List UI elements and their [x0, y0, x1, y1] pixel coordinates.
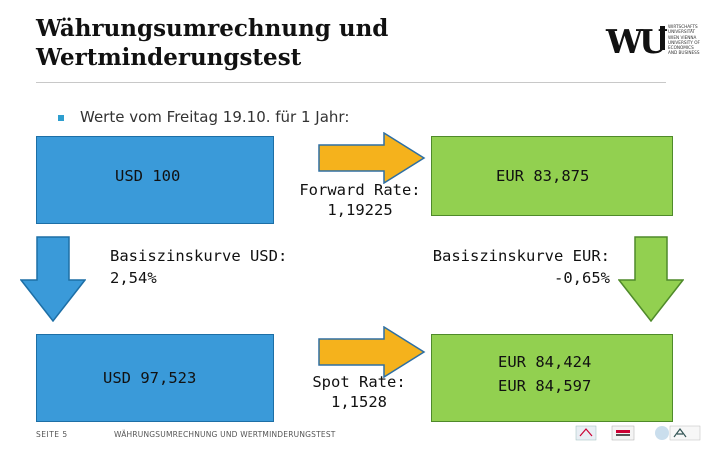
- wu-logo-bar: [660, 26, 665, 50]
- intro-bullet-text: Werte vom Freitag 19.10. für 1 Jahr:: [80, 108, 350, 126]
- forward-arrow-icon: [318, 132, 426, 184]
- spot-arrow-icon: [318, 326, 426, 378]
- forward-rate-label: Forward Rate:: [299, 181, 421, 199]
- usd-start-value: USD 100: [115, 167, 181, 185]
- bullet-marker-icon: [58, 115, 64, 121]
- eur-forward-box: EUR 83,875: [431, 136, 673, 216]
- spot-rate-label: Spot Rate:: [312, 373, 406, 391]
- spot-rate-value: 1,1528: [331, 393, 387, 411]
- wu-logo-text: WIRTSCHAFTS UNIVERSITÄT WIEN VIENNA UNIV…: [668, 24, 700, 56]
- usd-start-box: USD 100: [36, 136, 274, 224]
- usd-discounted-value: USD 97,523: [103, 369, 197, 387]
- eur-down-arrow-icon: [618, 236, 684, 322]
- eur-yield-curve-value: -0,65%: [554, 269, 610, 287]
- partner-logos-icon: [575, 425, 701, 441]
- title-divider: [36, 82, 666, 83]
- eur-forward-value: EUR 83,875: [496, 167, 590, 185]
- usd-yield-curve-value: 2,54%: [110, 269, 157, 287]
- eur-yield-curve-label: Basiszinskurve EUR:: [432, 247, 610, 265]
- eur-spot-value-1: EUR 84,424: [498, 353, 592, 371]
- usd-yield-curve: Basiszinskurve USD: 2,54%: [110, 245, 287, 289]
- spot-rate: Spot Rate: 1,1528: [296, 372, 422, 412]
- usd-down-arrow-icon: [20, 236, 86, 322]
- footer-title: WÄHRUNGSUMRECHNUNG UND WERTMINDERUNGSTES…: [114, 430, 336, 439]
- eur-spot-value-2: EUR 84,597: [498, 377, 592, 395]
- wu-logo-mark: WU: [606, 22, 668, 61]
- eur-spot-box: EUR 84,424 EUR 84,597: [431, 334, 673, 422]
- title-line-2: Wertminderungstest: [36, 44, 302, 71]
- forward-rate-value: 1,19225: [327, 201, 393, 219]
- footer-page-number: SEITE 5: [36, 430, 68, 439]
- eur-yield-curve: Basiszinskurve EUR: -0,65%: [420, 245, 610, 289]
- usd-discounted-box: USD 97,523: [36, 334, 274, 422]
- page-title: Währungsumrechnung und Wertminderungstes…: [36, 14, 556, 72]
- title-line-1: Währungsumrechnung und: [36, 15, 389, 42]
- wu-logo: WU WIRTSCHAFTS UNIVERSITÄT WIEN VIENNA U…: [606, 18, 712, 88]
- forward-rate: Forward Rate: 1,19225: [294, 180, 426, 220]
- usd-yield-curve-label: Basiszinskurve USD:: [110, 247, 288, 265]
